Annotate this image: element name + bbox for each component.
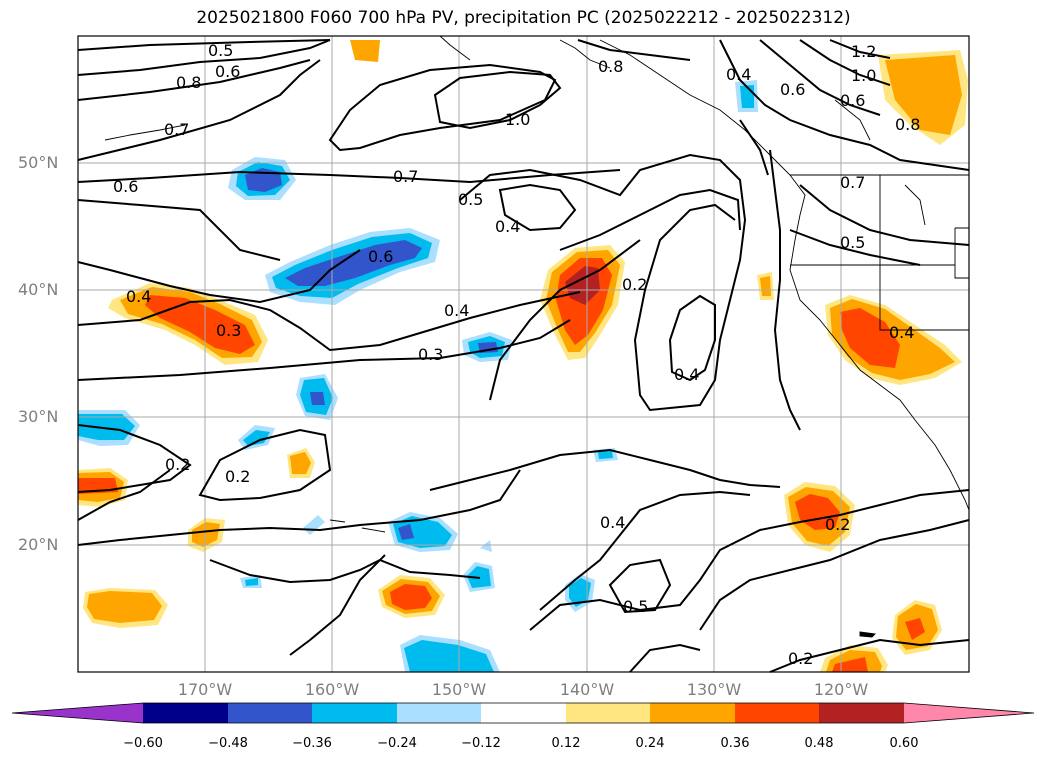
contour-label: 0.7 bbox=[164, 120, 189, 139]
colorbar-cell bbox=[143, 703, 228, 723]
contour-label: 0.4 bbox=[600, 513, 625, 532]
colorbar-extend-min bbox=[12, 703, 143, 723]
plot-frame bbox=[77, 35, 970, 673]
contour-label: 0.7 bbox=[840, 173, 865, 192]
contour-label: 0.4 bbox=[444, 301, 469, 320]
contour-label: 1.0 bbox=[505, 110, 530, 129]
lon-label: 150°W bbox=[431, 680, 487, 699]
contour-label: 0.7 bbox=[393, 167, 418, 186]
colorbar-cell bbox=[819, 703, 904, 723]
colorbar-cell bbox=[312, 703, 397, 723]
contour-label: 0.4 bbox=[674, 365, 699, 384]
contour-label: 0.5 bbox=[623, 597, 648, 616]
contour-label: 0.2 bbox=[622, 275, 647, 294]
contour-labels: 0.5 0.6 0.8 0.7 0.6 1.0 0.8 0.4 1.2 1.0 … bbox=[113, 41, 920, 668]
colorbar-tick-label: 0.60 bbox=[889, 736, 919, 751]
lon-label: 160°W bbox=[304, 680, 360, 699]
colorbar-cell bbox=[397, 703, 481, 723]
colorbar-cell bbox=[481, 703, 566, 723]
lat-label: 20°N bbox=[18, 535, 59, 554]
contour-label: 0.6 bbox=[780, 80, 805, 99]
contour-label: 0.8 bbox=[895, 115, 920, 134]
contour-label: 0.5 bbox=[458, 190, 483, 209]
colorbar-outline bbox=[11, 702, 1035, 724]
contour-label: 0.8 bbox=[598, 57, 623, 76]
graticule bbox=[78, 36, 969, 672]
pv-contours bbox=[77, 39, 970, 673]
figure-title: 2025021800 F060 700 hPa PV, precipitatio… bbox=[196, 8, 851, 28]
lon-label: 140°W bbox=[559, 680, 615, 699]
colorbar-tick-label: 0.12 bbox=[551, 736, 581, 751]
contour-label: 0.2 bbox=[225, 467, 250, 486]
colorbar-cell bbox=[566, 703, 650, 723]
colorbar-tick-label: −0.48 bbox=[208, 736, 248, 751]
lon-label: 130°W bbox=[686, 680, 742, 699]
contour-label: 1.0 bbox=[851, 66, 876, 85]
contour-label: 0.4 bbox=[889, 323, 914, 342]
contour-label: 1.2 bbox=[851, 42, 876, 61]
contour-label: 0.8 bbox=[176, 73, 201, 92]
precipitation-shading bbox=[78, 40, 968, 672]
contour-label: 0.2 bbox=[165, 455, 190, 474]
contour-label: 0.3 bbox=[418, 345, 443, 364]
contour-label: 0.2 bbox=[825, 515, 850, 534]
colorbar-tick-label: 0.24 bbox=[635, 736, 665, 751]
contour-label: 0.4 bbox=[495, 217, 520, 236]
contour-label: 0.4 bbox=[126, 287, 151, 306]
coastlines bbox=[104, 35, 970, 638]
colorbar-tick-label: −0.12 bbox=[461, 736, 501, 751]
contour-label: 0.3 bbox=[216, 321, 241, 340]
contour-label: 0.6 bbox=[840, 91, 865, 110]
colorbar-tick-label: −0.36 bbox=[292, 736, 332, 751]
colorbar-tick-label: −0.60 bbox=[123, 736, 163, 751]
lon-label: 170°W bbox=[177, 680, 233, 699]
colorbar-cell bbox=[735, 703, 819, 723]
map-panel: 0.5 0.6 0.8 0.7 0.6 1.0 0.8 0.4 1.2 1.0 … bbox=[77, 35, 970, 673]
colorbar-tick-label: 0.48 bbox=[804, 736, 834, 751]
colorbar-tick-label: −0.24 bbox=[377, 736, 417, 751]
lon-label: 120°W bbox=[813, 680, 869, 699]
colorbar-tick-label: 0.36 bbox=[720, 736, 750, 751]
contour-label: 0.4 bbox=[726, 65, 751, 84]
colorbar-cell bbox=[228, 703, 312, 723]
contour-label: 0.6 bbox=[113, 177, 138, 196]
colorbar-cell bbox=[650, 703, 735, 723]
contour-label: 0.2 bbox=[788, 649, 813, 668]
lat-label: 30°N bbox=[18, 407, 59, 426]
contour-label: 0.5 bbox=[840, 233, 865, 252]
lat-label: 40°N bbox=[18, 280, 59, 299]
contour-label: 0.6 bbox=[215, 62, 240, 81]
contour-label: 0.6 bbox=[368, 247, 393, 266]
contour-label: 0.5 bbox=[208, 41, 233, 60]
colorbar-extend-max bbox=[904, 703, 1034, 723]
colorbar bbox=[11, 702, 1035, 724]
lat-label: 50°N bbox=[18, 153, 59, 172]
